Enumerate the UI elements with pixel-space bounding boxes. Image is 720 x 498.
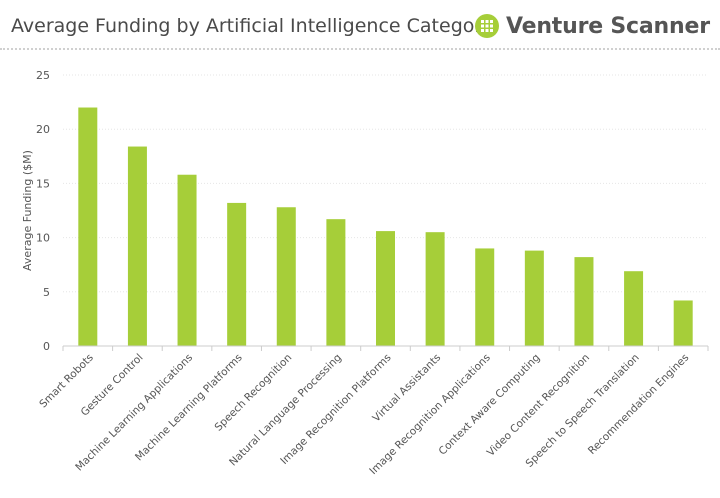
chart-title: Average Funding by Artificial Intelligen… (11, 15, 494, 37)
bar (524, 250, 544, 346)
y-tick-label: 15 (36, 177, 50, 190)
brand-name: Venture Scanner (506, 13, 710, 39)
header-divider (0, 48, 720, 50)
bar (475, 248, 495, 346)
bar (574, 257, 594, 346)
bar (78, 107, 98, 347)
y-tick-label: 5 (43, 286, 50, 299)
y-tick-label: 0 (43, 340, 50, 353)
x-tick-label: Machine Learning Platforms (133, 352, 245, 464)
bar (127, 146, 147, 346)
bars (78, 107, 693, 347)
bar (376, 231, 395, 346)
y-tick-label: 25 (36, 69, 50, 82)
brand-logo: Venture Scanner (474, 10, 710, 42)
bar (673, 300, 693, 346)
bar (177, 174, 197, 346)
y-axis-ticks: 0 5 10 15 20 25 (36, 69, 50, 353)
x-tick-label: Recommendation Engines (586, 352, 691, 457)
venture-scanner-logo-icon (475, 14, 499, 38)
bar (624, 271, 644, 346)
chart-header: Average Funding by Artificial Intelligen… (0, 0, 720, 50)
y-tick-label: 10 (36, 232, 50, 245)
grid-lines (63, 74, 708, 293)
x-tick-label: Video Content Recognition (485, 352, 592, 459)
y-axis-label: Average Funding ($M) (21, 150, 34, 271)
x-tick-label: Context Aware Computing (437, 352, 543, 458)
y-tick-label: 20 (36, 123, 50, 136)
bar (227, 202, 247, 346)
bar (326, 219, 346, 346)
bar (276, 207, 296, 346)
bar (425, 232, 445, 346)
